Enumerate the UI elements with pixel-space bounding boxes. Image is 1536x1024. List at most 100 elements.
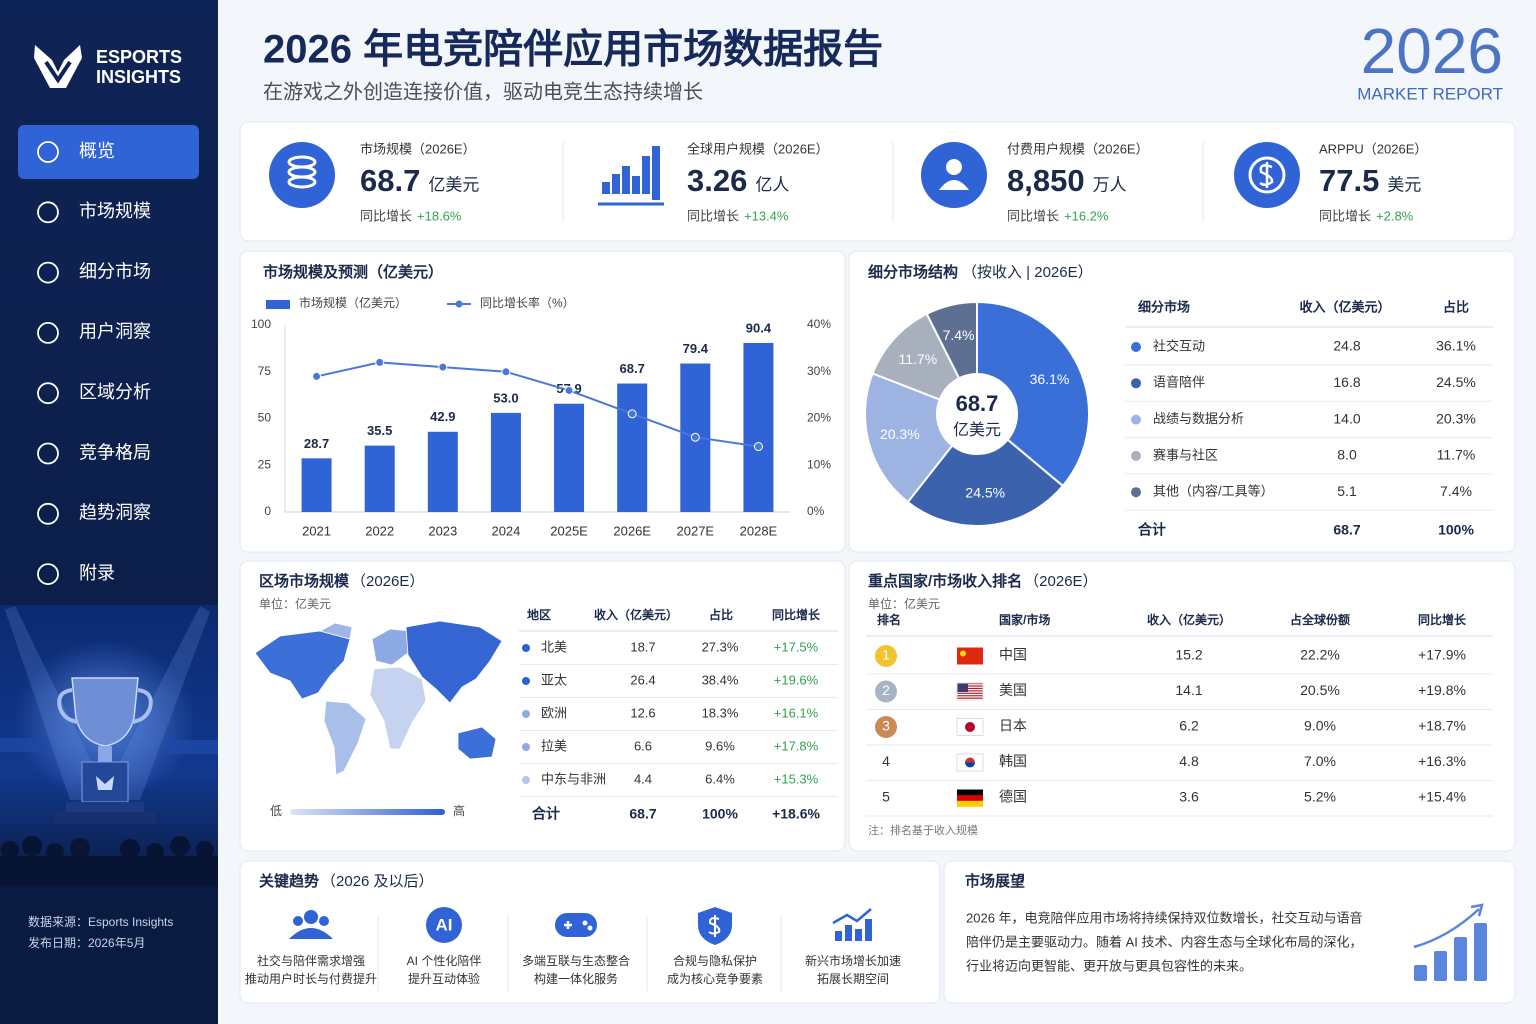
growth-point: [627, 409, 637, 419]
trophy-handle: [57, 688, 79, 724]
trend-icon: [845, 925, 852, 941]
trend-icon: [319, 916, 329, 926]
table-cell: 3: [882, 718, 890, 734]
note: 注：排名基于收入规模: [868, 823, 978, 837]
growth-point: [753, 442, 763, 452]
bar: [617, 383, 648, 512]
source: 数据来源：Esports Insights: [28, 914, 173, 929]
rank-badge: [875, 680, 897, 703]
y-tick-label: 25: [258, 457, 272, 471]
trend-icon: [293, 916, 303, 926]
center-unit: 亿美元: [953, 421, 1001, 439]
legend-gradient: [290, 809, 445, 815]
map-region: [457, 726, 497, 760]
outlook-icon: [1454, 937, 1467, 981]
slice-label: 11.7%: [898, 351, 937, 367]
screen: [166, 740, 218, 754]
nav-item[interactable]: 用户洞察: [79, 322, 151, 342]
card-period: （2026 及以后）: [321, 873, 434, 890]
bar: [301, 458, 332, 512]
growth-line: [316, 361, 759, 448]
table-cell: 1: [882, 647, 890, 663]
table-cell: 11.7%: [1437, 447, 1476, 463]
trend-icon: [587, 925, 593, 931]
nav-icon[interactable]: [37, 502, 59, 525]
table-cell: 22.2%: [1300, 647, 1340, 663]
slice-label: 24.5%: [965, 484, 1005, 500]
table-cell: 27.3%: [702, 639, 739, 654]
table-cell: 3.6: [1179, 789, 1199, 805]
region-dot: [522, 743, 530, 751]
flag: [957, 647, 983, 665]
outlook-icon: [1434, 951, 1447, 981]
nav-active[interactable]: [18, 125, 199, 179]
flag: [957, 687, 983, 690]
table-cell: +17.9%: [1418, 647, 1466, 663]
table-cell: 15.2: [1175, 647, 1202, 663]
nav-item[interactable]: 市场规模: [79, 201, 151, 221]
pie-slice: [976, 300, 1090, 488]
nav-icon[interactable]: [37, 442, 59, 465]
nav-icon[interactable]: [37, 201, 59, 224]
trend-text: 社交与陪伴需求增强: [257, 953, 365, 968]
nav-item[interactable]: 概览: [79, 141, 115, 161]
card-title: 重点国家/市场收入排名: [868, 572, 1022, 590]
table-cell: 38.4%: [702, 672, 739, 687]
table-cell: 德国: [999, 789, 1027, 805]
nav-icon[interactable]: [37, 141, 59, 163]
table-cell: 16.8: [1333, 374, 1360, 390]
crowd: [0, 836, 218, 886]
kpi-unit: 美元: [1387, 175, 1421, 194]
nav-icon[interactable]: [37, 382, 59, 405]
nav-icon[interactable]: [37, 563, 59, 585]
table-cell: 9.0%: [1304, 718, 1336, 734]
title: 2026 年电竞陪伴应用市场数据报告: [263, 28, 883, 72]
outlook-icon: [1470, 903, 1484, 917]
table-header: 占比: [1443, 299, 1469, 314]
x-tick-label: 2025E: [550, 523, 588, 538]
chart-title: 市场规模及预测（亿美元）: [263, 263, 443, 281]
flag: [957, 685, 983, 687]
table-cell: 中东与非洲: [541, 771, 606, 786]
nav-item[interactable]: 趋势洞察: [79, 503, 151, 523]
table-cell: 拉美: [541, 738, 567, 753]
nav-item[interactable]: 竞争格局: [79, 442, 151, 462]
y2-tick-label: 10%: [807, 457, 831, 471]
growth-point: [564, 385, 574, 395]
kpi-icon: [1259, 162, 1274, 188]
region-dot: [522, 776, 530, 784]
nav-icon[interactable]: [37, 261, 59, 284]
trend-icon: [304, 910, 318, 924]
bar: [554, 403, 585, 512]
legend-dot: [1131, 414, 1141, 425]
legend-label: 同比增长率（%）: [480, 295, 575, 310]
table-cell: 5.2%: [1304, 789, 1336, 805]
trend-icon: [564, 921, 572, 929]
table-cell: 14.1: [1175, 682, 1202, 698]
bar: [427, 431, 458, 512]
table-cell: 中国: [999, 647, 1027, 663]
table-cell: 4: [882, 753, 890, 769]
legend-label: 语音陪伴: [1153, 375, 1205, 390]
kpi-label: 市场规模（2026E）: [360, 141, 476, 156]
nav-item[interactable]: 附录: [79, 563, 115, 583]
trend-icon: [708, 915, 721, 937]
nav-item[interactable]: 细分市场: [79, 261, 151, 281]
flag: [957, 697, 983, 699]
nav-icon[interactable]: [37, 321, 59, 344]
nav-item[interactable]: 区域分析: [79, 382, 151, 402]
table-header: 占全球份额: [1290, 612, 1350, 627]
subtitle: 在游戏之外创造连接价值，驱动电竞生态持续增长: [263, 80, 703, 103]
table-cell: 9.6%: [705, 738, 735, 753]
card-title: 市场展望: [965, 872, 1025, 890]
x-tick-label: 2021: [302, 523, 331, 538]
x-tick-label: 2026E: [613, 523, 651, 538]
outlook-icon: [1474, 923, 1487, 981]
table-cell: 亚太: [541, 672, 567, 687]
podium: [54, 812, 156, 824]
flag: [957, 683, 983, 685]
trend-icon: [289, 928, 333, 939]
table-cell: +19.6%: [774, 672, 819, 687]
